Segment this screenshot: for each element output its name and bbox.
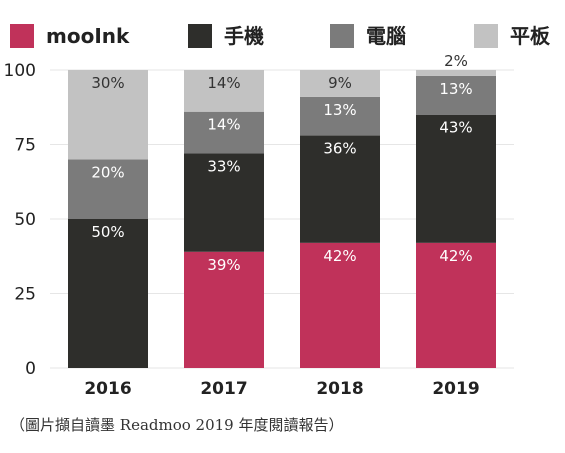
data-label: 33%	[207, 157, 240, 175]
legend-swatch	[188, 24, 212, 48]
data-label: 9%	[328, 74, 352, 92]
x-tick-label: 2018	[316, 379, 363, 399]
x-tick-label: 2019	[432, 379, 479, 399]
y-tick-label: 25	[14, 285, 36, 305]
bar-segment	[68, 159, 148, 219]
data-label: 42%	[439, 247, 472, 265]
legend-label: 平板	[510, 24, 551, 48]
data-label: 13%	[439, 80, 472, 98]
legend-label: mooInk	[46, 24, 130, 48]
legend-label: 電腦	[366, 24, 406, 48]
data-label: 20%	[91, 163, 124, 181]
data-label: 13%	[323, 101, 356, 119]
data-label: 39%	[207, 256, 240, 274]
data-label: 14%	[207, 74, 240, 92]
bar-segment	[184, 153, 264, 252]
y-tick-label: 75	[14, 136, 36, 156]
x-tick-label: 2017	[200, 379, 247, 399]
figure-caption: （圖片擷自讀墨 Readmoo 2019 年度閱讀報告）	[10, 416, 344, 434]
bar-segment	[300, 70, 380, 97]
bar-segment	[300, 96, 380, 136]
bar-segment	[300, 135, 380, 243]
bar-segment	[184, 70, 264, 112]
bar-segment	[416, 75, 496, 115]
x-tick-label: 2016	[84, 379, 131, 399]
data-label: 30%	[91, 74, 124, 92]
data-label: 42%	[323, 247, 356, 265]
data-label: 2%	[444, 52, 468, 70]
data-label: 14%	[207, 116, 240, 134]
bar-segment	[68, 70, 148, 160]
y-tick-label: 50	[14, 210, 36, 230]
bar-segment	[416, 70, 496, 76]
legend-swatch	[10, 24, 34, 48]
bar-segment	[184, 251, 264, 368]
data-label: 43%	[439, 119, 472, 137]
y-tick-label: 0	[25, 359, 36, 379]
y-tick-label: 100	[4, 61, 36, 81]
legend-swatch	[474, 24, 498, 48]
legend-swatch	[330, 24, 354, 48]
data-label: 36%	[323, 140, 356, 158]
legend-label: 手機	[224, 24, 264, 48]
stacked-bar-chart: 0 25 50 75 100 50% 20% 30% 2016 39% 33% 14% 14% 2017 4…	[4, 24, 551, 399]
bar-segment	[300, 242, 380, 368]
data-label: 50%	[91, 223, 124, 241]
bar-segment	[416, 114, 496, 243]
bar-segment	[68, 219, 148, 368]
bar-segment	[184, 111, 264, 154]
bar-segment	[416, 242, 496, 368]
